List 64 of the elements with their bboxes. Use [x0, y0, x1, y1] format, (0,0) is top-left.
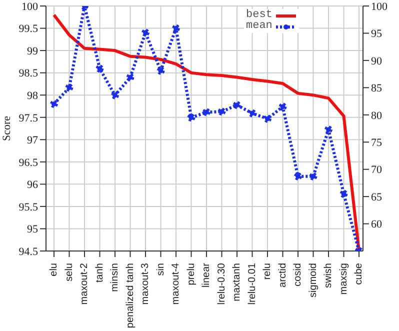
point	[309, 172, 318, 180]
point	[233, 101, 241, 110]
x-tick-label: lrelu-0.30	[216, 262, 228, 305]
point	[202, 108, 210, 116]
point	[248, 109, 256, 118]
y-tick-label: 98.5	[18, 68, 38, 80]
x-tick-label: maxout-2	[79, 262, 90, 305]
x-tick-label: prelu	[186, 263, 197, 286]
x-tick-label: sin	[155, 263, 166, 276]
point	[142, 28, 150, 37]
point	[172, 24, 180, 32]
y2-tick-label: 85	[371, 82, 382, 95]
x-tick-label: maxout-3	[140, 262, 151, 305]
y2-tick-label: 80	[371, 110, 382, 122]
y-tick-label: 97	[27, 134, 38, 147]
point	[340, 190, 348, 198]
x-tick-label: minsin	[110, 263, 120, 292]
x-tick-label: elu	[48, 263, 60, 276]
x-tick-label: swish	[323, 263, 334, 288]
point	[278, 102, 287, 111]
y-tick-label: 99	[27, 45, 38, 58]
point	[264, 114, 272, 123]
y-axis-title: Score	[0, 116, 13, 142]
x-tick-label: lrelu-0.01	[246, 262, 258, 305]
point	[96, 64, 104, 73]
point	[187, 114, 196, 122]
legend-label: best	[246, 9, 272, 21]
point	[126, 73, 134, 82]
x-tick-label: cosid	[292, 263, 304, 286]
x-tick-label: arctid	[277, 263, 288, 288]
y2-tick-label: 90	[371, 55, 382, 68]
y2-tick-label: 100	[371, 0, 388, 13]
x-tick-label: maxtanh	[232, 263, 242, 302]
point	[156, 66, 165, 75]
x-tick-label: selu	[64, 263, 75, 282]
x-tick-label: maxsig	[338, 263, 350, 295]
y-tick-label: 98	[27, 90, 38, 102]
x-tick-label: cube	[354, 262, 364, 285]
legend-label: mean	[246, 20, 272, 32]
x-tick-label: penalized tanh	[124, 263, 136, 328]
point	[111, 91, 119, 100]
point	[294, 172, 302, 180]
y2-tick-label: 75	[371, 137, 382, 150]
x-tick-label: tanh	[94, 263, 106, 282]
y-tick-label: 97.5	[18, 112, 38, 124]
y-tick-label: 96	[27, 179, 38, 192]
y-tick-label: 99.5	[18, 23, 38, 36]
x-tick-label: relu	[262, 263, 273, 280]
point	[218, 108, 226, 116]
point	[65, 84, 74, 92]
x-tick-label: maxout-4	[170, 262, 182, 305]
y-tick-label: 95	[27, 224, 38, 236]
y-tick-label: 94.5	[18, 246, 38, 258]
y2-tick-label: 65	[371, 191, 382, 204]
point	[50, 100, 58, 108]
y2-tick-label: 95	[371, 28, 382, 40]
point	[324, 126, 332, 134]
x-tick-label: linear	[201, 262, 212, 288]
y2-tick-label: 70	[371, 164, 382, 176]
y-tick-label: 100	[22, 0, 38, 13]
x-tick-label: sigmoid	[308, 263, 319, 298]
y-tick-label: 96.5	[18, 156, 38, 169]
y2-tick-label: 60	[371, 218, 382, 231]
y-tick-label: 95.5	[18, 201, 38, 214]
